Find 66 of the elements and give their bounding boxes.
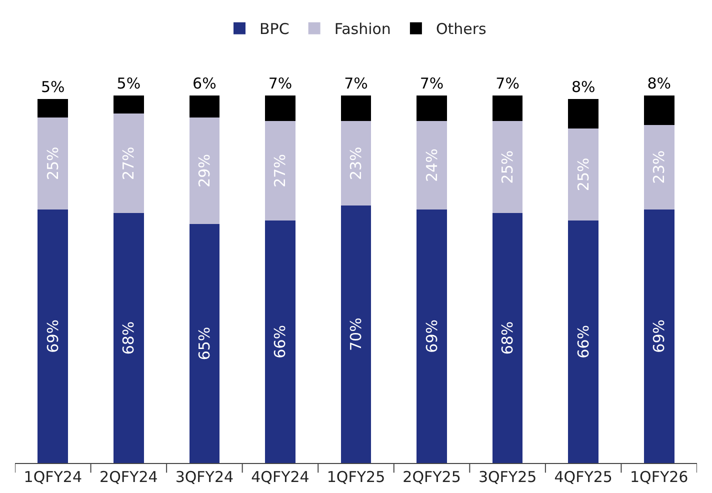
bar xyxy=(340,206,372,463)
bar xyxy=(38,117,68,210)
data-label: 24% xyxy=(422,148,441,182)
bar xyxy=(568,128,598,220)
data-label: 66% xyxy=(574,325,592,358)
bar xyxy=(644,124,674,210)
bar xyxy=(416,95,447,122)
x-tick-label: 1QFY25 xyxy=(326,468,386,486)
bar xyxy=(416,209,447,463)
bar xyxy=(114,213,144,463)
data-label: 7% xyxy=(420,74,444,92)
data-label: 23% xyxy=(650,150,668,184)
data-label: 69% xyxy=(44,319,62,353)
data-label: 7% xyxy=(268,74,292,92)
bar xyxy=(492,213,523,463)
data-label: 8% xyxy=(571,78,596,96)
x-tick-label: 2QFY24 xyxy=(100,468,158,486)
data-label: 25% xyxy=(44,146,62,180)
x-tick-label: 3QFY25 xyxy=(478,468,537,486)
data-label: 29% xyxy=(195,154,214,188)
bar xyxy=(492,95,523,122)
bar xyxy=(189,224,220,463)
data-label: 6% xyxy=(192,74,216,92)
data-label: 69% xyxy=(422,319,441,353)
data-label: 5% xyxy=(40,78,65,96)
data-label: 65% xyxy=(195,326,214,360)
x-tick-label: 1QFY24 xyxy=(24,468,82,486)
data-label: 70% xyxy=(347,318,365,351)
legend-label: Others xyxy=(436,20,487,38)
bar xyxy=(265,95,296,122)
data-label: 7% xyxy=(496,74,520,92)
bar xyxy=(416,121,447,210)
data-label: 27% xyxy=(271,154,290,188)
data-label: 23% xyxy=(347,146,365,180)
x-tick-label: 4QFY24 xyxy=(251,468,310,486)
data-label: 8% xyxy=(647,74,672,92)
bar xyxy=(189,117,220,224)
data-label: 68% xyxy=(120,321,138,355)
x-tick-label: 4QFY25 xyxy=(554,468,612,486)
bar xyxy=(340,121,372,206)
bar xyxy=(265,121,296,220)
legend-label: Fashion xyxy=(334,20,391,38)
bar xyxy=(492,121,523,213)
bar xyxy=(568,99,598,128)
data-label: 5% xyxy=(116,74,141,92)
data-label: 7% xyxy=(344,74,368,92)
data-label: 25% xyxy=(574,158,592,192)
bar xyxy=(189,95,220,118)
data-label: 27% xyxy=(120,146,138,180)
x-tick-label: 2QFY25 xyxy=(402,468,461,486)
bar xyxy=(114,95,144,114)
bar xyxy=(644,209,674,463)
data-label: 25% xyxy=(498,150,517,184)
bar xyxy=(38,99,68,118)
bar xyxy=(340,95,372,122)
bar xyxy=(644,95,674,125)
data-label: 66% xyxy=(271,325,290,358)
data-label: 69% xyxy=(650,319,668,353)
bar xyxy=(265,220,296,463)
x-tick-label: 3QFY24 xyxy=(175,468,234,486)
bar xyxy=(568,220,598,463)
data-label: 68% xyxy=(498,321,517,355)
bar xyxy=(38,209,68,463)
bar xyxy=(114,114,144,213)
legend-label: BPC xyxy=(260,20,290,38)
x-tick-label: 1QFY26 xyxy=(630,468,688,486)
